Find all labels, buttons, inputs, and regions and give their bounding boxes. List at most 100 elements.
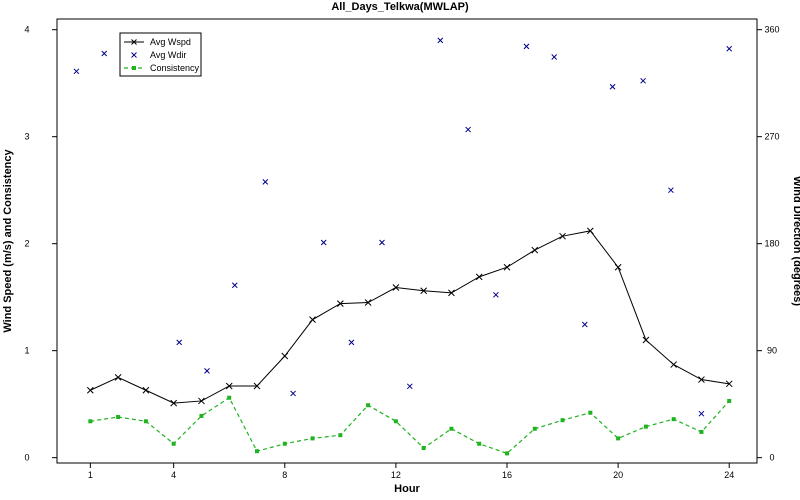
data-point: [523, 43, 530, 50]
data-point: [421, 446, 426, 451]
data-point: [727, 398, 732, 403]
x-marker-stroke: [586, 227, 594, 235]
x-marker-stroke: [170, 399, 178, 407]
data-point: [101, 50, 108, 57]
x-tick-label: 16: [502, 470, 512, 480]
x-marker-stroke: [725, 380, 733, 388]
x-tick-label: 4: [171, 470, 176, 480]
data-point: [73, 68, 80, 75]
y-axis-label: Wind Speed (m/s) and Consistency: [2, 148, 14, 332]
series-avg-wdir: [73, 37, 733, 417]
data-point: [586, 227, 594, 235]
data-point: [698, 376, 705, 383]
y2-tick-label: 0: [769, 453, 774, 463]
x-marker-stroke: [406, 383, 413, 390]
data-point: [262, 179, 269, 185]
data-point: [475, 273, 483, 281]
legend-marker: [131, 52, 137, 58]
data-point: [670, 361, 678, 368]
data-point: [532, 426, 537, 431]
y-axis-ticks: 0 1 2 3 4: [24, 25, 57, 463]
x-marker-stroke: [559, 232, 566, 240]
data-point: [348, 339, 355, 346]
data-point: [503, 263, 511, 271]
data-point: [204, 368, 210, 374]
legend-marker: [132, 66, 136, 70]
y-tick-label: 1: [24, 346, 29, 356]
x-marker-stroke: [642, 336, 650, 344]
x-marker-stroke: [437, 37, 444, 44]
data-point: [253, 382, 261, 390]
data-point: [725, 380, 733, 388]
data-point: [290, 390, 296, 397]
data-point: [142, 386, 150, 394]
x-tick-label: 1: [88, 470, 93, 480]
series-line: [90, 230, 730, 404]
legend-item: Avg Wdir: [131, 50, 186, 60]
legend-label: Avg Wdir: [150, 50, 186, 60]
x-tick-label: 20: [613, 470, 623, 480]
data-point: [609, 83, 616, 90]
series-consistency: [88, 395, 732, 456]
x-marker-stroke: [253, 382, 261, 390]
legend-items: Avg Wspd Avg Wdir Consistency: [124, 37, 200, 73]
data-point: [559, 232, 566, 240]
legend-label: Avg Wspd: [150, 37, 191, 47]
data-point: [336, 300, 344, 307]
data-point: [88, 419, 93, 424]
series-avg-wspd: [86, 227, 733, 407]
y-tick-label: 2: [24, 239, 29, 249]
data-point: [614, 263, 622, 271]
y-tick-label: 0: [24, 453, 29, 463]
x-marker-stroke: [726, 45, 733, 52]
data-point: [581, 321, 588, 328]
data-point: [642, 336, 650, 344]
x-marker-stroke: [475, 273, 483, 281]
x-marker-stroke: [493, 291, 499, 298]
data-point: [448, 289, 455, 297]
data-point: [420, 287, 428, 295]
series-layer: [73, 37, 733, 456]
x-marker-stroke: [348, 339, 355, 346]
x-tick-label: 12: [391, 470, 401, 480]
data-point: [465, 126, 471, 133]
x-marker-stroke: [73, 68, 80, 75]
x-marker-stroke: [379, 239, 385, 246]
chart-title: All_Days_Telkwa(MWLAP): [331, 1, 469, 13]
x-marker-stroke: [448, 289, 455, 297]
data-point: [531, 246, 539, 254]
x-marker-stroke: [320, 239, 327, 246]
y-tick-label: 4: [24, 25, 29, 35]
data-point: [588, 410, 593, 415]
y2-tick-label: 270: [764, 132, 779, 142]
data-point: [281, 352, 289, 360]
legend-item: Avg Wspd: [124, 37, 191, 47]
series-line: [90, 396, 730, 455]
x-tick-label: 24: [724, 470, 734, 480]
data-point: [170, 399, 178, 407]
x-marker-stroke: [225, 382, 233, 390]
x-marker-stroke: [364, 299, 372, 306]
data-point: [616, 436, 621, 441]
data-point: [364, 299, 372, 306]
data-point: [338, 433, 343, 438]
data-point: [505, 451, 509, 456]
data-point: [477, 441, 482, 446]
x-marker-stroke: [336, 300, 344, 307]
legend: Avg Wspd Avg Wdir Consistency: [119, 32, 202, 77]
x-marker-stroke: [392, 284, 400, 291]
legend-label: Consistency: [150, 63, 200, 73]
data-point: [699, 429, 704, 434]
data-point: [116, 414, 121, 419]
data-point: [309, 316, 316, 323]
data-point: [449, 426, 454, 431]
data-point: [86, 386, 94, 394]
x-marker-stroke: [290, 390, 296, 397]
data-point: [227, 395, 232, 400]
legend-item: Consistency: [124, 63, 200, 73]
y2-axis-ticks: 0 90 180 270 360: [757, 25, 780, 463]
x-marker-stroke: [142, 386, 150, 394]
data-point: [671, 417, 676, 422]
y-tick-label: 3: [24, 132, 29, 142]
x-marker-stroke: [281, 352, 289, 360]
